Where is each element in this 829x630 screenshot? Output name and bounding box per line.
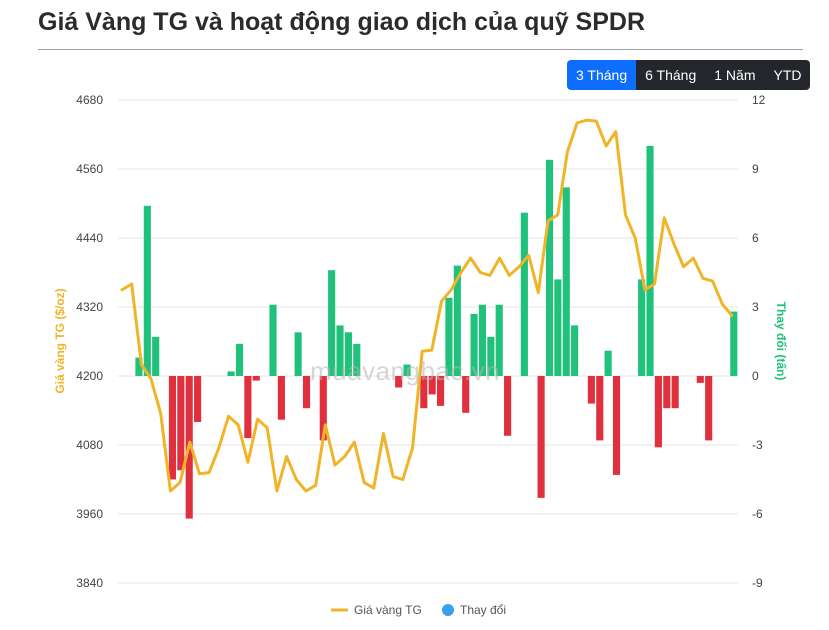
legend-change-swatch[interactable] — [442, 604, 454, 616]
right-axis-tick-label: -3 — [752, 438, 763, 452]
change-bar — [235, 343, 244, 376]
legend-price-label: Giá vàng TG — [354, 603, 422, 617]
range-button-3-months[interactable]: 3 Tháng — [567, 60, 637, 90]
right-axis-tick-label: 6 — [752, 231, 759, 245]
change-bar — [353, 343, 361, 376]
left-axis-tick-label: 4560 — [76, 162, 103, 176]
change-bar — [462, 376, 470, 413]
change-bar — [395, 376, 403, 388]
change-bar — [571, 325, 579, 376]
change-bar — [705, 376, 713, 441]
change-bar — [453, 265, 461, 376]
change-bar — [730, 311, 738, 376]
right-axis-tick-label: 0 — [752, 369, 759, 383]
change-bar — [470, 313, 478, 376]
left-axis-tick-label: 4200 — [76, 369, 103, 383]
change-bar — [612, 376, 621, 475]
change-bar — [504, 376, 512, 436]
change-bar — [638, 279, 646, 376]
range-button-ytd[interactable]: YTD — [764, 60, 811, 90]
change-bar — [604, 350, 612, 376]
change-bar — [520, 212, 528, 376]
left-axis-title: Giá vàng TG ($/oz) — [53, 288, 67, 393]
change-bar — [495, 304, 503, 376]
change-bar — [194, 376, 202, 422]
right-axis-tick-label: 9 — [752, 162, 759, 176]
change-bar — [294, 332, 302, 376]
change-bar — [646, 146, 654, 376]
change-bar — [437, 376, 445, 406]
change-bar — [135, 357, 143, 376]
right-axis-tick-label: -6 — [752, 507, 763, 521]
change-bar — [545, 159, 554, 376]
change-bar — [328, 270, 336, 376]
change-bar — [168, 376, 177, 480]
left-axis-tick-label: 4680 — [76, 93, 103, 107]
watermark: muavangbac.vn — [310, 356, 501, 386]
change-bar — [663, 376, 671, 409]
change-bar — [252, 376, 260, 381]
change-bar — [403, 364, 411, 376]
change-bar — [344, 332, 352, 376]
title-divider — [38, 49, 803, 50]
change-bar — [302, 376, 311, 409]
right-axis-tick-label: 3 — [752, 300, 759, 314]
change-bar — [671, 376, 679, 409]
right-axis-title: Thay đổi (tấn) — [774, 302, 788, 381]
change-bar — [554, 279, 562, 376]
change-bar — [478, 304, 487, 376]
range-button-6-months[interactable]: 6 Tháng — [636, 60, 706, 90]
change-bar — [537, 376, 545, 498]
gold-price-line — [120, 118, 734, 493]
change-bar — [562, 187, 570, 376]
left-axis-tick-label: 4080 — [76, 438, 103, 452]
change-bar — [654, 376, 662, 448]
change-bar — [336, 325, 344, 376]
change-bar — [277, 376, 285, 420]
change-bar — [420, 376, 428, 409]
change-bar — [244, 376, 252, 439]
change-bar — [177, 376, 185, 471]
legend-change-label: Thay đổi — [460, 603, 506, 617]
right-axis-tick-label: -9 — [752, 576, 763, 590]
left-axis-tick-label: 3840 — [76, 576, 103, 590]
change-bar — [227, 371, 235, 376]
change-bar — [428, 376, 436, 395]
change-bar — [152, 336, 160, 376]
change-bar — [445, 297, 453, 376]
change-bar — [269, 304, 277, 376]
change-bar — [596, 376, 604, 441]
change-bar — [587, 376, 595, 404]
page-title: Giá Vàng TG và hoạt động giao dịch của q… — [38, 8, 646, 36]
change-bar — [696, 376, 704, 383]
change-bar — [143, 205, 151, 376]
right-axis-tick-label: 12 — [752, 93, 766, 107]
left-axis-tick-label: 3960 — [76, 507, 103, 521]
left-axis-tick-label: 4440 — [76, 231, 103, 245]
range-button-1-year[interactable]: 1 Năm — [705, 60, 765, 90]
change-bar — [487, 336, 495, 376]
left-axis-tick-label: 4320 — [76, 300, 103, 314]
time-range-selector: 3 Tháng 6 Tháng 1 Năm YTD — [567, 60, 811, 90]
change-bar — [319, 376, 327, 441]
